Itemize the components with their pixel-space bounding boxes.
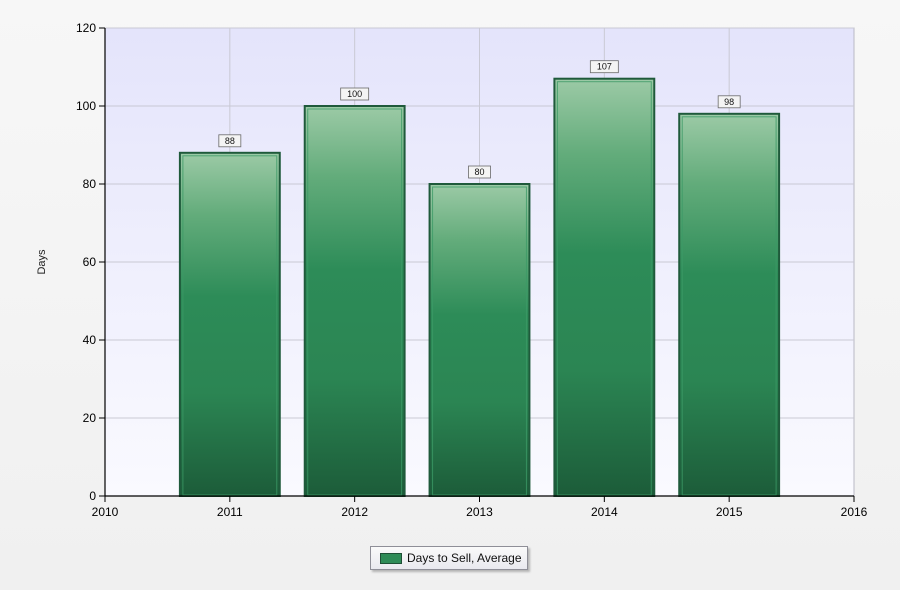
data-label-box (717, 95, 741, 109)
data-label-box (340, 87, 370, 101)
y-tick-label: 80 (83, 177, 97, 191)
data-label-box (218, 134, 242, 148)
axes: 0 20 40 60 80 100 120 2010 2011 2012 2013 2014 2015 2… (76, 21, 868, 519)
x-tick-label: 2015 (716, 505, 743, 519)
y-tick-label: 120 (76, 21, 96, 35)
bar-inner-edge (432, 186, 527, 496)
bar-inner-edge (182, 155, 278, 496)
legend: Days to Sell, Average (370, 546, 528, 570)
data-label: 98 (724, 97, 734, 107)
y-tick-label: 60 (83, 255, 97, 269)
legend-swatch (380, 552, 402, 564)
bars: 88 100 80 107 98 (178, 60, 781, 498)
bar (678, 112, 781, 498)
bar (428, 183, 531, 497)
bar-inner-edge (307, 108, 403, 496)
bar (303, 105, 406, 497)
x-tick-label: 2013 (466, 505, 493, 519)
y-tick-label: 0 (89, 489, 96, 503)
x-tick-label: 2011 (217, 505, 243, 519)
bar (553, 77, 656, 497)
bar-inner-edge (681, 116, 777, 496)
x-tick-label: 2016 (841, 505, 868, 519)
data-label: 80 (474, 167, 484, 177)
y-tick-label: 20 (83, 411, 97, 425)
legend-label: Days to Sell, Average (407, 551, 522, 565)
x-tick-label: 2014 (591, 505, 618, 519)
data-label: 107 (597, 62, 612, 72)
bar-chart: 88 100 80 107 98 0 20 40 60 80 100 120 2010 2011 2012… (36, 21, 868, 519)
y-axis-label: Days (36, 249, 48, 275)
data-label-box (589, 60, 619, 74)
y-tick-label: 100 (76, 99, 96, 113)
y-tick-label: 40 (83, 333, 97, 347)
data-label: 100 (347, 89, 362, 99)
data-label-box (468, 165, 491, 179)
bar-inner-edge (556, 81, 652, 496)
data-label: 88 (225, 136, 235, 146)
x-tick-label: 2010 (92, 505, 119, 519)
x-tick-label: 2012 (341, 505, 368, 519)
bar (178, 151, 281, 498)
